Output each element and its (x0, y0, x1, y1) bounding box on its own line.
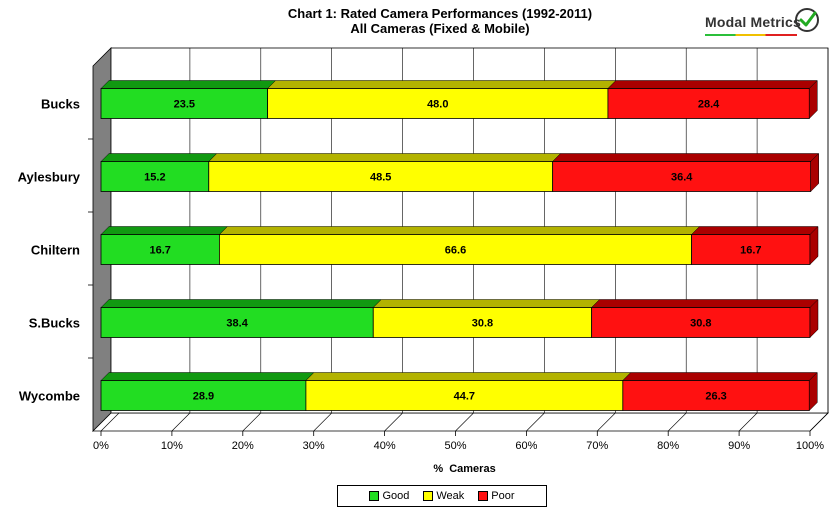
legend-label-poor: Poor (491, 490, 515, 502)
legend-label-good: Good (382, 490, 410, 502)
x-tick-label: 90% (728, 440, 750, 452)
floor-gridline (100, 412, 120, 432)
legend: Good Weak Poor (337, 485, 547, 507)
floor-gridline (313, 412, 332, 432)
category-label: Bucks (41, 97, 80, 112)
floor-gridline (667, 412, 687, 432)
bar-side-face (809, 79, 818, 120)
bar-top-face (591, 299, 819, 308)
x-tick-label: 20% (232, 440, 254, 452)
bar-segment (100, 88, 269, 119)
floor-gridline (455, 412, 474, 432)
chart-subtitle: All Cameras (Fixed & Mobile) (350, 21, 530, 36)
data-label: 36.4 (671, 172, 693, 184)
bar-top-face (690, 226, 819, 235)
x-axis-title: % Cameras (433, 463, 495, 475)
bar-top-face (305, 372, 632, 381)
check-gauge-icon (795, 8, 819, 32)
floor-gridline (738, 412, 758, 432)
bar-top-face (100, 372, 315, 381)
bar-top-face (622, 372, 818, 381)
floor-gridline (171, 412, 191, 432)
bar-segment (100, 307, 374, 338)
bar-segment (591, 307, 811, 338)
bar-top-face (100, 153, 218, 162)
data-label: 30.8 (472, 318, 493, 330)
x-tick-label: 100% (796, 440, 824, 452)
bar-segment (622, 380, 810, 411)
legend-item-weak: Weak (423, 490, 464, 502)
bar-side-face (810, 152, 819, 193)
data-label: 30.8 (690, 318, 711, 330)
bar-segment (100, 161, 210, 192)
x-tick-label: 30% (303, 440, 325, 452)
data-label: 16.7 (149, 245, 170, 257)
data-label: 16.7 (740, 245, 761, 257)
legend-item-good: Good (369, 490, 409, 502)
bar-segment (100, 380, 307, 411)
legend-label-weak: Weak (436, 490, 465, 502)
bar-segment (607, 88, 810, 119)
bar-top-face (372, 299, 601, 308)
floor-gridline (384, 412, 403, 432)
category-label: Aylesbury (18, 170, 81, 185)
bar-side-face (809, 225, 819, 266)
data-label: 48.0 (427, 99, 448, 111)
bar-side-face (809, 371, 818, 412)
logo-underline (705, 34, 797, 36)
x-tick-label: 50% (444, 440, 466, 452)
bar-segment (208, 161, 554, 192)
x-tick-label: 60% (515, 440, 537, 452)
bar-top-face (100, 226, 229, 235)
data-label: 38.4 (226, 318, 248, 330)
data-label: 26.3 (705, 391, 726, 403)
legend-swatch-weak (423, 491, 434, 501)
category-label: Chiltern (31, 243, 80, 258)
bar-top-face (267, 80, 617, 89)
bar-segment (691, 234, 811, 265)
category-label: S.Bucks (29, 316, 80, 331)
bar-top-face (218, 226, 701, 235)
legend-swatch-poor (478, 491, 489, 501)
bar-top-face (607, 80, 818, 89)
data-label: 28.9 (193, 391, 214, 403)
legend-item-poor: Poor (478, 490, 515, 502)
x-tick-label: 10% (161, 440, 183, 452)
bar-top-face (208, 153, 562, 162)
x-tick-label: 70% (586, 440, 608, 452)
logo-text: Modal Metrics (705, 14, 801, 30)
bar-segment (219, 234, 692, 265)
x-tick-label: 40% (374, 440, 396, 452)
data-label: 44.7 (454, 391, 475, 403)
bar-segment (305, 380, 624, 411)
data-label: 23.5 (174, 99, 195, 111)
data-label: 66.6 (445, 245, 466, 257)
bar-top-face (552, 153, 820, 162)
bar-segment (552, 161, 812, 192)
bar-side-face (809, 298, 819, 339)
category-label: Wycombe (19, 389, 80, 404)
floor (92, 412, 829, 432)
legend-swatch-good (369, 491, 380, 501)
brand-logo: Modal Metrics (700, 6, 825, 40)
bar-top-face (100, 80, 277, 89)
floor-gridline (597, 412, 616, 432)
data-label: 48.5 (370, 172, 391, 184)
data-label: 28.4 (698, 99, 720, 111)
x-tick-label: 0% (93, 440, 109, 452)
bar-top-face (100, 299, 382, 308)
floor-gridline (242, 412, 262, 432)
data-label: 15.2 (144, 172, 165, 184)
x-tick-label: 80% (657, 440, 679, 452)
floor-gridline (809, 412, 829, 432)
bar-segment (267, 88, 609, 119)
chart-title: Chart 1: Rated Camera Performances (1992… (287, 6, 593, 21)
floor-gridline (526, 412, 545, 432)
